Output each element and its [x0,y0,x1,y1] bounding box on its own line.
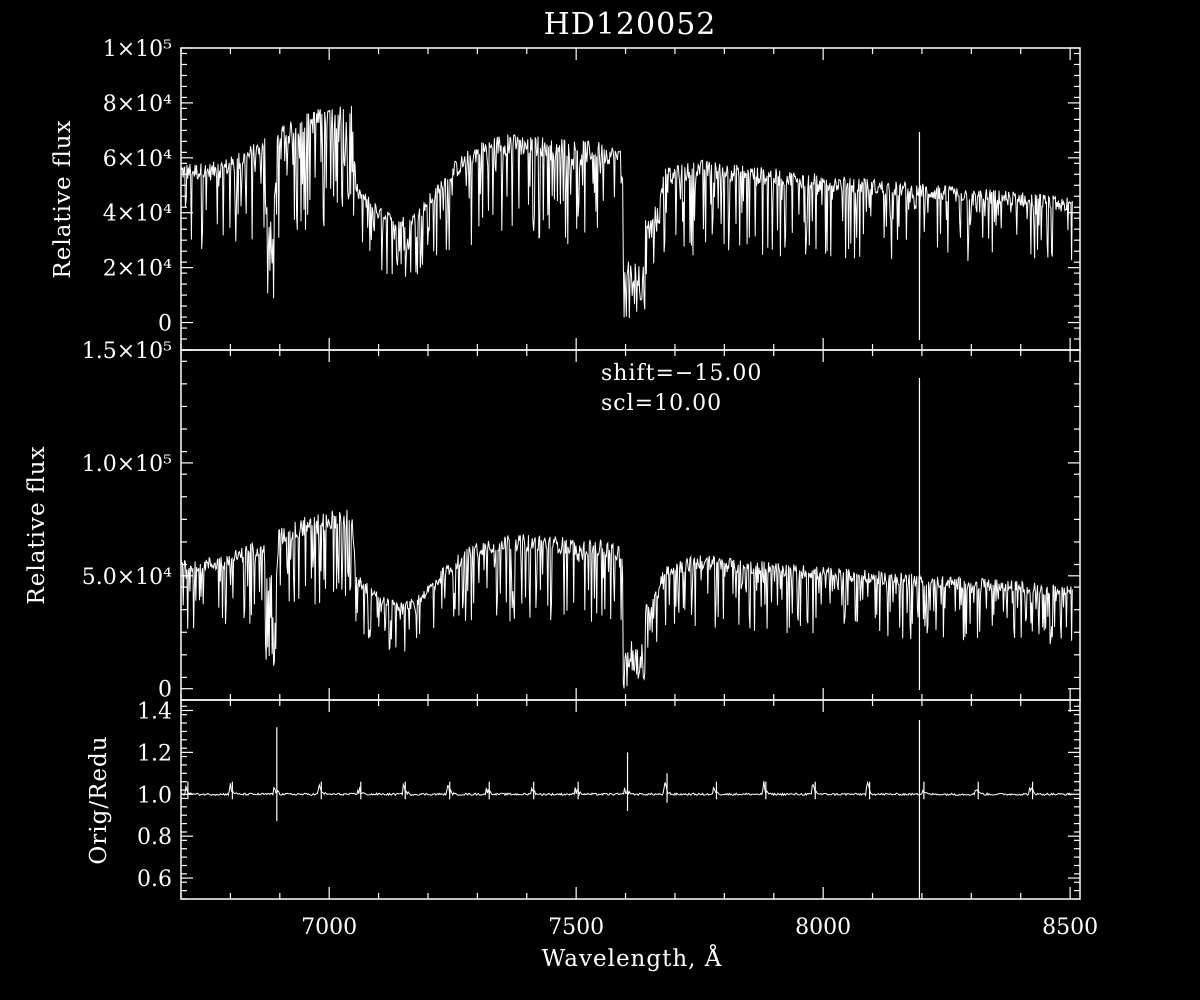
middle-panel: Relative flux shift=−15.00 scl=10.00 0 5.… [24,339,1081,703]
x-tick-label: 7500 [548,915,604,940]
y-tick-label: 8×10⁴ [103,92,172,117]
y-tick-label: 0.8 [137,825,172,850]
top-panel-frame [180,47,1081,351]
y-tick-label: 1.0 [137,783,172,808]
y-tick-label: 1.4 [137,699,172,724]
ratio-series [180,780,1073,797]
x-tick-label: 8000 [795,915,851,940]
y-tick-label: 0.6 [137,867,172,892]
y-tick-label: 1.2 [137,741,172,766]
x-axis-label: Wavelength, Å [542,944,723,972]
y-tick-label: 1.5×10⁵ [82,339,172,364]
bottom-panel-ylabel: Orig/Redu [86,735,112,864]
y-tick-label: 2×10⁴ [103,257,172,282]
top-panel-ylabel: Relative flux [50,119,76,278]
top-panel: Relative flux 0 2×10⁴ 4×10⁴ 6×10⁴ 8×10⁴ 1×10⁵ [50,37,1081,351]
bottom-panel: Orig/Redu 0.6 0.8 1.0 1.2 1.4 [86,699,1081,900]
middle-panel-ylabel: Relative flux [24,445,50,604]
flux-series [180,509,1073,689]
scl-annotation: scl=10.00 [601,391,722,416]
y-tick-label: 5.0×10⁴ [82,565,172,590]
y-tick-label: 4×10⁴ [103,202,172,227]
x-tick-label: 8500 [1042,915,1098,940]
y-tick-label: 6×10⁴ [103,147,172,172]
flux-series [180,105,1073,319]
chart-title: HD120052 [544,7,717,42]
shift-annotation: shift=−15.00 [601,361,762,386]
y-tick-label: 0 [158,312,172,337]
x-tick-label: 7000 [301,915,357,940]
y-tick-label: 1×10⁵ [103,37,172,62]
y-tick-label: 0 [158,678,172,703]
y-tick-label: 1.0×10⁵ [82,452,172,477]
bottom-panel-frame [180,699,1081,900]
